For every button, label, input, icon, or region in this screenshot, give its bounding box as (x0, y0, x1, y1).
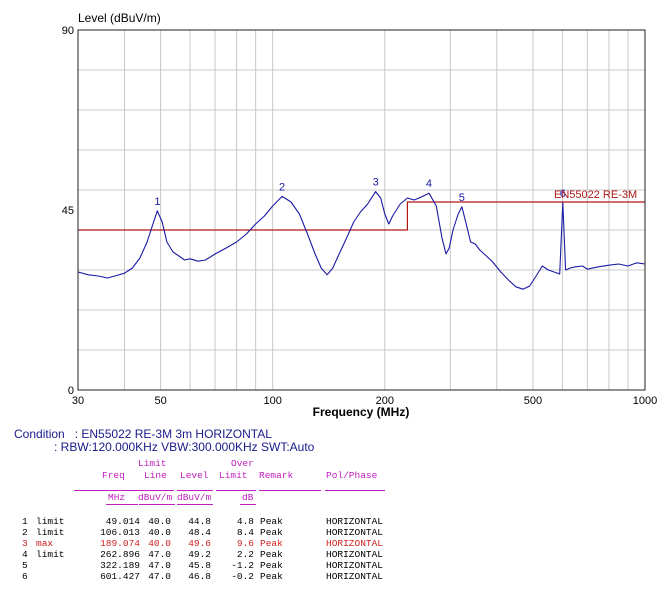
cell-line: 40.0 (148, 527, 171, 538)
trace-line (77, 191, 646, 290)
x-axis-label: Frequency (MHz) (313, 405, 410, 419)
cell-remark: Peak (260, 560, 283, 571)
cell-remark: Peak (260, 538, 283, 549)
header-underline (325, 490, 385, 491)
x-tick-label: 100 (263, 395, 281, 407)
cell-pol: HORIZONTAL (326, 527, 384, 538)
condition-line-2: : RBW:120.000KHz VBW:300.000KHz SWT:Auto (54, 440, 315, 454)
results-table: Limit Over Freq Line Level Limit Remark … (0, 455, 670, 601)
cell-tag: limit (36, 516, 65, 527)
x-tick-label: 30 (72, 395, 84, 407)
marker-label: 3 (373, 177, 379, 189)
unit-underline (177, 504, 213, 505)
cell-no: 3 (22, 538, 28, 549)
limit-line (78, 201, 645, 231)
header-underline (259, 490, 321, 491)
unit-underline (139, 504, 175, 505)
cell-freq: 601.427 (100, 571, 140, 582)
x-tick-label: 1000 (633, 395, 657, 407)
hdr-freq: Freq (102, 470, 125, 481)
cell-pol: HORIZONTAL (326, 516, 384, 527)
cell-pol: HORIZONTAL (326, 571, 384, 582)
cell-freq: 106.013 (100, 527, 140, 538)
marker-label: 5 (459, 192, 465, 204)
cell-tag: limit (36, 527, 65, 538)
cell-freq: 189.074 (100, 538, 140, 549)
cell-tag: limit (36, 549, 65, 560)
cell-pol: HORIZONTAL (326, 538, 384, 549)
cell-no: 1 (22, 516, 28, 527)
header-underline (74, 490, 174, 491)
unit-underline (240, 504, 256, 505)
cell-line: 47.0 (148, 571, 171, 582)
limit-line-path (78, 201, 645, 231)
cell-level: 45.8 (188, 560, 211, 571)
condition-line-1: : EN55022 RE-3M 3m HORIZONTAL (74, 427, 272, 441)
limit-label: EN55022 RE-3M (554, 189, 637, 201)
unit-level: dBuV/m (177, 492, 212, 503)
hdr-remark: Remark (259, 470, 294, 481)
cell-line: 47.0 (148, 560, 171, 571)
y-tick-label: 0 (68, 385, 74, 397)
cell-level: 44.8 (188, 516, 211, 527)
cell-line: 47.0 (148, 549, 171, 560)
unit-underline (106, 504, 138, 505)
header-underline (177, 490, 213, 491)
cell-over: 9.6 (236, 538, 254, 549)
x-tick-label: 500 (524, 395, 542, 407)
cell-pol: HORIZONTAL (326, 560, 384, 571)
hdr-level: Level (180, 470, 209, 481)
unit-over: dB (242, 492, 254, 503)
hdr-limit: Limit (138, 458, 167, 469)
cell-level: 48.4 (188, 527, 211, 538)
condition-block: Condition : EN55022 RE-3M 3m HORIZONTAL … (14, 428, 314, 454)
cell-over: -1.2 (231, 560, 254, 571)
cell-level: 49.2 (188, 549, 211, 560)
cell-level: 46.8 (188, 571, 211, 582)
cell-level: 49.6 (188, 538, 211, 549)
cell-remark: Peak (260, 571, 283, 582)
hdr-pol-phase: Pol/Phase (326, 470, 378, 481)
cell-remark: Peak (260, 549, 283, 560)
cell-no: 5 (22, 560, 28, 571)
cell-no: 2 (22, 527, 28, 538)
y-tick-label: 45 (62, 205, 74, 217)
cell-remark: Peak (260, 516, 283, 527)
cell-freq: 49.014 (105, 516, 140, 527)
cell-over: 8.4 (236, 527, 254, 538)
plot-frame (77, 29, 646, 391)
header-underline (216, 490, 256, 491)
grid-lines (78, 30, 645, 390)
cell-tag: max (36, 538, 54, 549)
unit-freq: MHz (108, 492, 126, 503)
x-tick-label: 50 (154, 395, 166, 407)
cell-over: -0.2 (231, 571, 254, 582)
unit-line: dBuV/m (138, 492, 173, 503)
cell-freq: 322.189 (100, 560, 140, 571)
cell-freq: 262.896 (100, 549, 140, 560)
marker-label: 2 (279, 181, 285, 193)
hdr-over: Over (231, 458, 254, 469)
y-tick-label: 90 (62, 25, 74, 37)
cell-no: 4 (22, 549, 28, 560)
y-axis-label: Level (dBuV/m) (78, 11, 161, 25)
marker-label: 6 (560, 188, 566, 200)
marker-label: 1 (154, 196, 160, 208)
hdr-line: Line (144, 470, 167, 481)
cell-pol: HORIZONTAL (326, 549, 384, 560)
x-tick-label: 200 (376, 395, 394, 407)
hdr-over-limit: Limit (219, 470, 248, 481)
cell-line: 40.0 (148, 538, 171, 549)
cell-remark: Peak (260, 527, 283, 538)
marker-label: 4 (426, 178, 432, 190)
cell-over: 2.2 (236, 549, 254, 560)
condition-label: Condition (14, 427, 65, 441)
marker-labels: 1 2 3 4 5 6 (154, 177, 566, 208)
cell-line: 40.0 (148, 516, 171, 527)
cell-no: 6 (22, 571, 28, 582)
cell-over: 4.8 (236, 516, 254, 527)
data-series (77, 191, 646, 290)
